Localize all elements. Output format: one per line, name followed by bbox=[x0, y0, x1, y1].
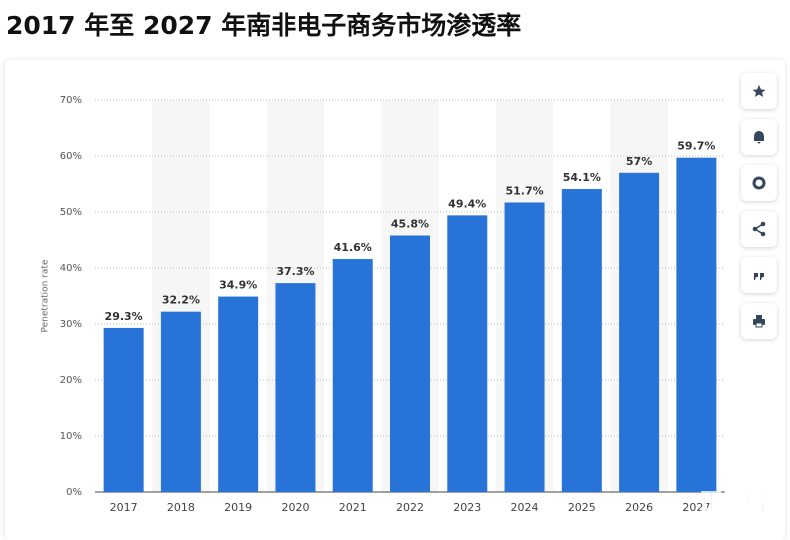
print-button[interactable] bbox=[741, 303, 777, 339]
bar bbox=[103, 327, 144, 492]
value-label: 49.4% bbox=[448, 197, 486, 210]
bar bbox=[218, 296, 259, 492]
value-label: 32.2% bbox=[162, 294, 200, 307]
y-tick-label: 0% bbox=[66, 487, 82, 498]
value-label: 37.3% bbox=[276, 265, 314, 278]
value-label: 57% bbox=[626, 155, 652, 168]
y-tick-label: 60% bbox=[60, 151, 82, 162]
gear-icon bbox=[752, 176, 766, 190]
cite-button[interactable] bbox=[741, 257, 777, 293]
value-label: 45.8% bbox=[391, 218, 429, 231]
x-tick-label: 2020 bbox=[281, 501, 309, 514]
value-label: 54.1% bbox=[563, 171, 601, 184]
notification-button[interactable] bbox=[741, 119, 777, 155]
y-tick-label: 20% bbox=[60, 375, 82, 386]
x-tick-label: 2023 bbox=[453, 501, 481, 514]
watermark: 正解局 bbox=[700, 489, 766, 515]
x-tick-label: 2019 bbox=[224, 501, 252, 514]
x-tick-label: 2024 bbox=[511, 501, 539, 514]
value-label: 41.6% bbox=[334, 241, 372, 254]
y-tick-label: 10% bbox=[60, 431, 82, 442]
x-tick-label: 2026 bbox=[625, 501, 653, 514]
page-title: 2017 年至 2027 年南非电子商务市场渗透率 bbox=[6, 11, 522, 40]
x-tick-label: 2018 bbox=[167, 501, 195, 514]
favorite-button[interactable] bbox=[741, 73, 777, 109]
value-label: 29.3% bbox=[105, 310, 143, 323]
share-icon bbox=[752, 221, 766, 237]
y-tick-label: 70% bbox=[60, 95, 82, 106]
y-tick-label: 40% bbox=[60, 263, 82, 274]
x-tick-label: 2017 bbox=[110, 501, 138, 514]
bar bbox=[160, 311, 201, 492]
y-tick-label: 50% bbox=[60, 207, 82, 218]
bar bbox=[390, 235, 430, 492]
value-label: 51.7% bbox=[505, 184, 543, 197]
bar bbox=[561, 189, 602, 493]
bar bbox=[447, 215, 488, 493]
settings-button[interactable] bbox=[741, 165, 777, 201]
bar bbox=[619, 172, 660, 493]
star-icon bbox=[752, 85, 766, 97]
share-button[interactable] bbox=[741, 211, 777, 247]
y-tick-label: 30% bbox=[60, 319, 82, 330]
y-axis-label: Penetration rate bbox=[41, 259, 51, 332]
quote-icon bbox=[754, 273, 764, 280]
x-tick-label: 2021 bbox=[339, 501, 367, 514]
bar bbox=[275, 283, 316, 492]
x-tick-label: 2022 bbox=[396, 501, 424, 514]
bar bbox=[504, 202, 545, 493]
value-label: 34.9% bbox=[219, 279, 257, 292]
x-tick-label: 2027 bbox=[682, 501, 710, 514]
bar bbox=[676, 157, 717, 492]
print-icon bbox=[753, 315, 765, 328]
bell-icon bbox=[754, 131, 764, 144]
x-tick-label: 2025 bbox=[568, 501, 596, 514]
value-label: 59.7% bbox=[677, 140, 715, 153]
bar bbox=[332, 259, 373, 492]
